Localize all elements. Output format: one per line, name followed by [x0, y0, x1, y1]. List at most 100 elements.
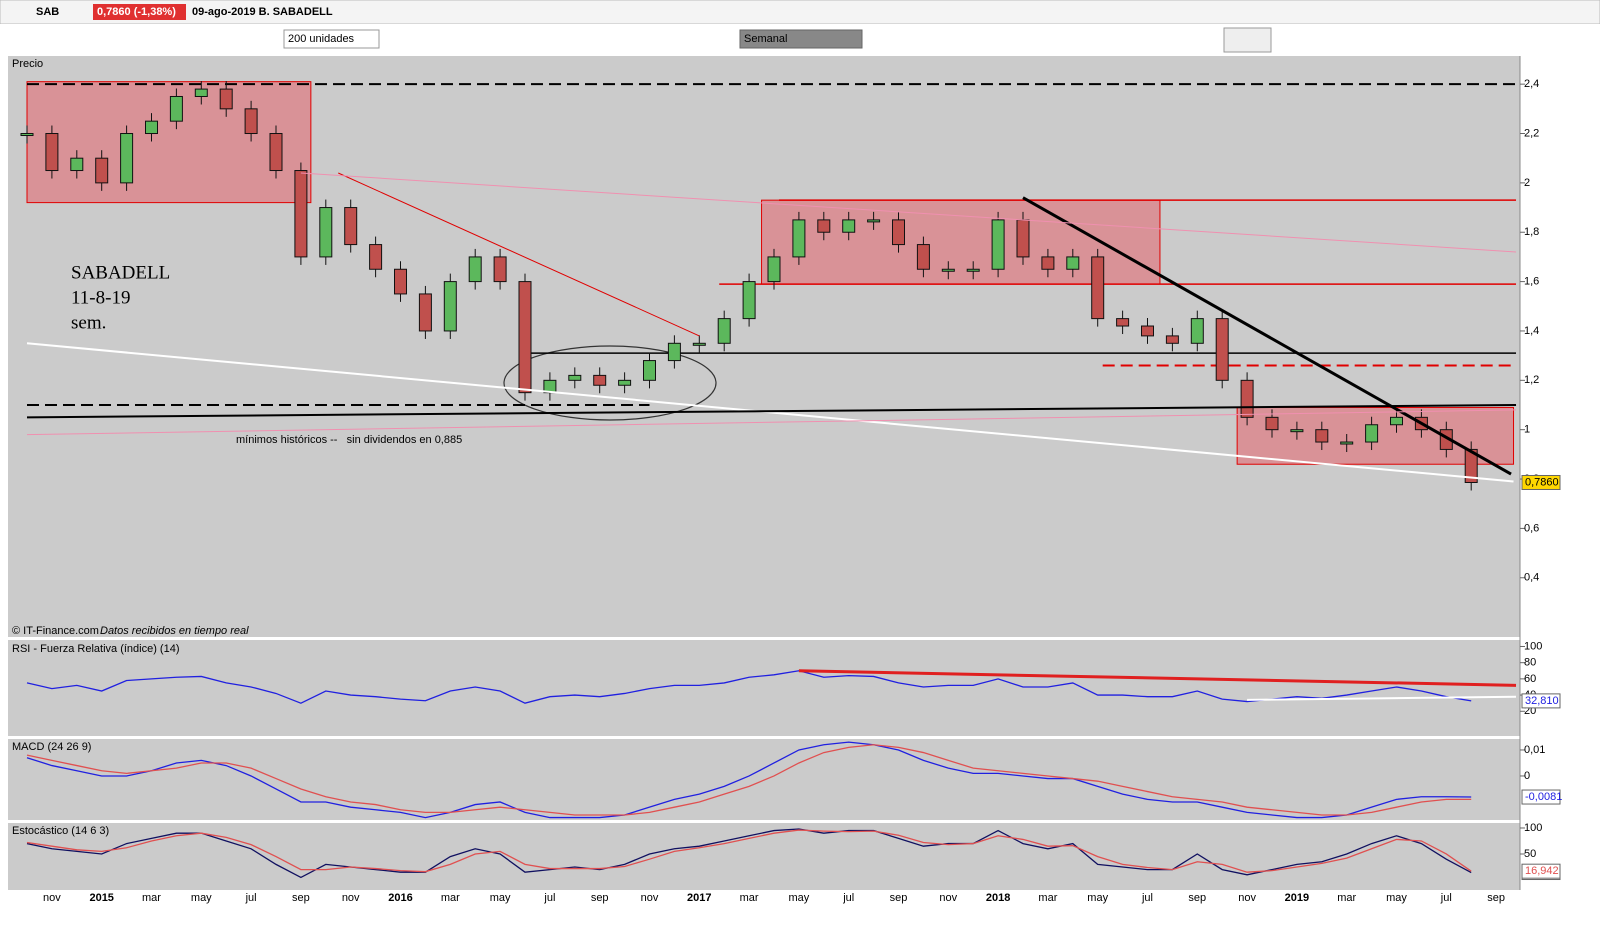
chart-type-button[interactable]	[1223, 27, 1272, 53]
trend-line	[26, 342, 1514, 483]
value-label: 0,7860	[1525, 476, 1559, 488]
candle	[1091, 256, 1105, 320]
value-label: 32,810	[1525, 695, 1559, 707]
candle	[493, 256, 507, 283]
y-tick-label: 1,8	[1524, 226, 1539, 238]
source-note: Datos recibidos en tiempo real	[100, 625, 249, 637]
y-tick-label: 100	[1524, 822, 1542, 834]
candle	[1016, 219, 1030, 258]
x-tick-label: nov	[1238, 892, 1256, 904]
x-tick-label: mar	[1038, 892, 1057, 904]
candle	[219, 88, 233, 110]
candle	[767, 256, 781, 283]
value-tag	[1521, 789, 1561, 805]
source: © IT-Finance.com	[12, 625, 99, 637]
x-tick-label: sep	[292, 892, 310, 904]
period-select[interactable]	[739, 29, 863, 49]
candle	[344, 207, 358, 246]
trend-line	[1022, 196, 1512, 476]
x-tick-label: may	[1386, 892, 1407, 904]
candle	[568, 374, 582, 381]
y-tick-label: 2,2	[1524, 127, 1539, 139]
x-tick-label: jul	[245, 892, 257, 904]
quantity-select[interactable]	[283, 29, 380, 49]
candle	[244, 108, 258, 135]
candle	[518, 281, 532, 394]
x-tick-label: 2017	[687, 892, 711, 904]
x-tick-label: nov	[641, 892, 659, 904]
x-tick-label: 2018	[986, 892, 1010, 904]
symbol[interactable]: SAB	[36, 6, 59, 18]
panel-title: RSI - Fuerza Relativa (índice) (14)	[12, 643, 180, 655]
value-tag	[1521, 474, 1561, 490]
highlight-ellipse	[503, 345, 717, 421]
x-tick-label: jul	[1440, 892, 1452, 904]
y-tick-label: 1,6	[1524, 276, 1539, 288]
x-tick-label: jul	[842, 892, 854, 904]
candle	[1340, 441, 1354, 445]
candle	[1240, 379, 1254, 418]
x-tick-label: may	[1087, 892, 1108, 904]
candle	[892, 219, 905, 246]
candle	[817, 219, 831, 233]
x-tick-label: sep	[1487, 892, 1505, 904]
candle	[916, 244, 930, 270]
panel-title: Estocástico (14 6 3)	[12, 825, 109, 837]
series-line	[26, 744, 1472, 816]
y-tick-label: 100	[1524, 640, 1542, 652]
trend-line	[798, 669, 1517, 687]
candle	[120, 133, 134, 184]
y-tick-label: 1	[1524, 424, 1530, 436]
y-tick-label: 1,2	[1524, 374, 1539, 386]
candle	[269, 133, 283, 172]
x-tick-label: sep	[591, 892, 609, 904]
candle	[468, 256, 482, 283]
trend-line	[1247, 695, 1517, 701]
x-tick-label: sep	[890, 892, 908, 904]
candle	[1265, 416, 1279, 431]
y-tick-label: 2	[1524, 177, 1530, 189]
candle	[842, 219, 856, 233]
trend-line	[300, 172, 1517, 253]
x-tick-label: 2015	[89, 892, 113, 904]
panel-title: MACD (24 26 9)	[12, 741, 91, 753]
candle	[194, 88, 208, 97]
axis-area	[1520, 56, 1600, 890]
value-label: -0,0081	[1525, 791, 1562, 803]
y-tick-label: 0,6	[1524, 522, 1539, 534]
x-tick-label: mar	[1337, 892, 1356, 904]
date-name: 09-ago-2019 B. SABADELL	[192, 6, 333, 18]
candle	[667, 342, 681, 362]
x-tick-label: nov	[43, 892, 61, 904]
candle	[1066, 256, 1080, 270]
y-tick-label: 0,4	[1524, 572, 1539, 584]
candle	[643, 360, 656, 381]
quote-box	[93, 4, 186, 20]
x-tick-label: may	[191, 892, 212, 904]
trend-line	[26, 404, 1517, 419]
annotation: sem.	[71, 312, 106, 333]
candle	[792, 219, 806, 258]
panel-title: Precio	[12, 58, 43, 70]
zone-box	[26, 81, 312, 204]
trend-line	[338, 172, 700, 337]
annotation: SABADELL	[71, 262, 170, 283]
x-tick-label: jul	[543, 892, 555, 904]
candle	[369, 244, 383, 270]
quote: 0,7860 (-1,38%)	[97, 6, 176, 18]
candle	[867, 219, 881, 223]
y-tick-label: 0	[1524, 770, 1530, 782]
x-tick-label: mar	[142, 892, 161, 904]
candle	[1190, 318, 1204, 344]
candle	[1390, 416, 1403, 426]
x-tick-label: jul	[1141, 892, 1153, 904]
period[interactable]: Semanal	[744, 33, 787, 45]
candle	[618, 379, 632, 386]
candle	[1116, 318, 1130, 327]
x-tick-label: 2019	[1285, 892, 1309, 904]
x-tick-label: nov	[342, 892, 360, 904]
y-tick-label: 1,4	[1524, 325, 1539, 337]
candle	[991, 219, 1005, 270]
quantity[interactable]: 200 unidades	[288, 33, 355, 45]
candle	[1165, 335, 1179, 344]
